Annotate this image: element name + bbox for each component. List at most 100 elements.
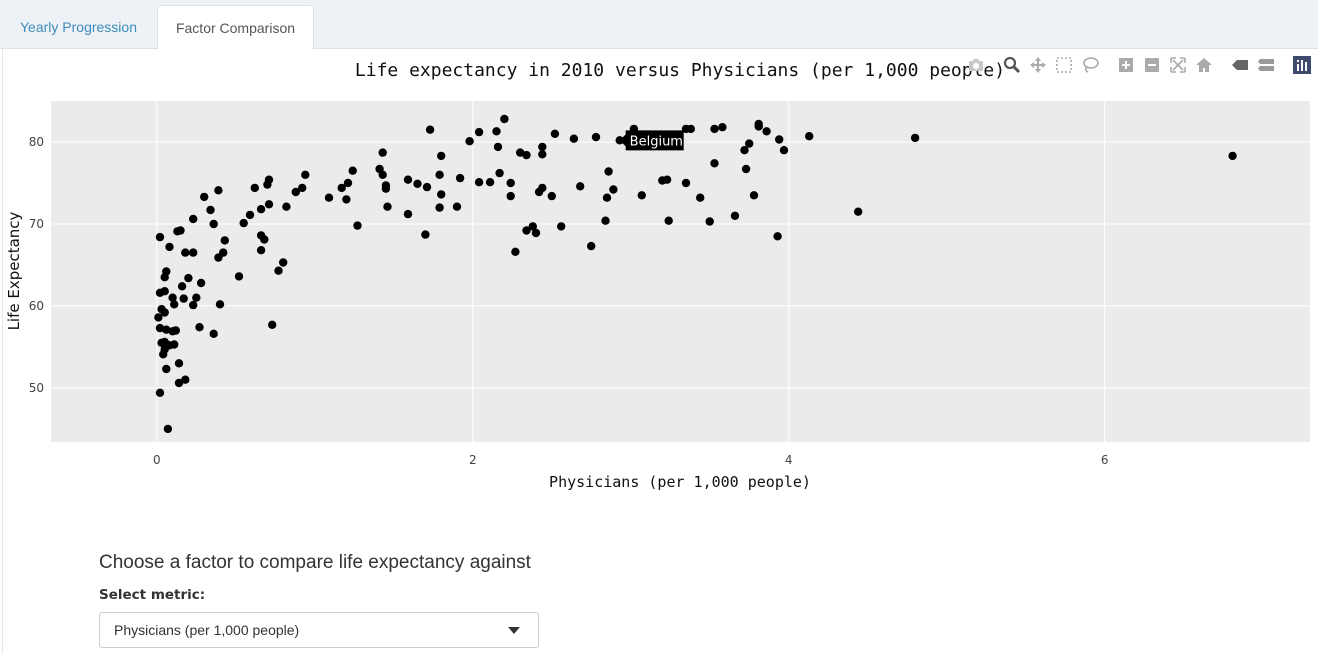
data-point[interactable] xyxy=(730,211,740,220)
data-point[interactable] xyxy=(550,129,560,138)
data-point[interactable] xyxy=(184,273,193,283)
data-point[interactable] xyxy=(160,308,169,317)
zoom-out-icon[interactable] xyxy=(1142,55,1162,75)
data-point[interactable] xyxy=(189,248,198,257)
data-point[interactable] xyxy=(474,178,484,187)
autoscale-icon[interactable] xyxy=(1168,55,1188,75)
data-point[interactable] xyxy=(500,114,509,124)
data-point[interactable] xyxy=(155,388,165,397)
data-point[interactable] xyxy=(378,170,387,179)
data-point[interactable] xyxy=(604,167,613,176)
data-point[interactable] xyxy=(637,191,646,200)
data-point[interactable] xyxy=(538,150,547,159)
data-point[interactable] xyxy=(437,190,446,199)
data-point[interactable] xyxy=(762,127,771,136)
data-point[interactable] xyxy=(215,300,225,309)
data-point[interactable] xyxy=(557,222,566,231)
data-point[interactable] xyxy=(160,287,169,296)
data-point[interactable] xyxy=(256,205,266,214)
data-point[interactable] xyxy=(189,300,198,310)
data-point[interactable] xyxy=(162,267,171,276)
data-point[interactable] xyxy=(474,127,484,137)
data-point[interactable] xyxy=(538,142,547,152)
data-point[interactable] xyxy=(696,193,705,202)
data-point[interactable] xyxy=(264,175,274,184)
data-point[interactable] xyxy=(189,214,198,224)
data-point[interactable] xyxy=(264,200,274,209)
data-point[interactable] xyxy=(465,137,474,146)
data-point[interactable] xyxy=(353,221,362,230)
data-point[interactable] xyxy=(279,258,288,267)
data-point[interactable] xyxy=(155,232,165,242)
data-point[interactable] xyxy=(165,242,174,252)
data-point[interactable] xyxy=(775,135,784,144)
data-point[interactable] xyxy=(324,193,334,202)
hover-closest-icon[interactable] xyxy=(1230,55,1250,75)
data-point[interactable] xyxy=(181,375,190,384)
tab-yearly-progression[interactable]: Yearly Progression xyxy=(20,19,137,35)
data-point[interactable] xyxy=(710,124,719,134)
tab-factor-comparison[interactable]: Factor Comparison xyxy=(157,5,314,50)
data-point[interactable] xyxy=(413,179,422,188)
data-point[interactable] xyxy=(591,132,601,142)
data-point[interactable] xyxy=(209,219,218,229)
data-point[interactable] xyxy=(485,178,495,187)
data-point[interactable] xyxy=(155,323,165,333)
camera-icon[interactable] xyxy=(966,55,986,75)
data-point[interactable] xyxy=(176,226,185,235)
data-point[interactable] xyxy=(177,282,187,291)
data-point[interactable] xyxy=(528,222,537,231)
data-point[interactable] xyxy=(522,150,531,160)
data-point[interactable] xyxy=(206,205,215,215)
data-point[interactable] xyxy=(192,293,201,302)
data-point[interactable] xyxy=(162,325,171,334)
data-point[interactable] xyxy=(522,226,531,235)
data-point[interactable] xyxy=(195,323,204,332)
data-point[interactable] xyxy=(506,178,515,188)
data-point[interactable] xyxy=(664,216,673,225)
data-point[interactable] xyxy=(493,142,503,152)
data-point[interactable] xyxy=(452,202,462,211)
data-point[interactable] xyxy=(154,313,163,322)
zoom-in-icon[interactable] xyxy=(1116,55,1136,75)
data-point[interactable] xyxy=(298,183,307,193)
data-point[interactable] xyxy=(181,248,190,257)
data-point[interactable] xyxy=(569,134,579,143)
data-point[interactable] xyxy=(754,122,763,131)
data-point[interactable] xyxy=(170,300,179,309)
data-points[interactable] xyxy=(154,114,1237,434)
data-point[interactable] xyxy=(492,127,501,136)
data-point[interactable] xyxy=(378,148,387,157)
metric-select[interactable]: Physicians (per 1,000 people) xyxy=(99,612,539,648)
data-point[interactable] xyxy=(383,202,392,211)
data-point[interactable] xyxy=(348,166,357,175)
data-point[interactable] xyxy=(779,146,789,155)
data-point[interactable] xyxy=(219,248,228,257)
data-point[interactable] xyxy=(245,210,255,220)
data-point[interactable] xyxy=(163,424,173,434)
plotly-logo-icon[interactable] xyxy=(1292,55,1312,75)
data-point[interactable] xyxy=(174,359,184,368)
data-point[interactable] xyxy=(337,183,346,193)
data-point[interactable] xyxy=(455,173,465,183)
data-point[interactable] xyxy=(435,203,444,212)
data-point[interactable] xyxy=(196,278,206,288)
data-point[interactable] xyxy=(403,209,413,219)
scatter-chart[interactable]: Life expectancy in 2010 versus Physician… xyxy=(0,49,1318,499)
data-point[interactable] xyxy=(239,218,248,228)
data-point[interactable] xyxy=(495,168,504,178)
data-point[interactable] xyxy=(200,192,209,202)
data-point[interactable] xyxy=(260,235,269,244)
data-point[interactable] xyxy=(686,124,695,134)
data-point[interactable] xyxy=(773,232,782,241)
data-point[interactable] xyxy=(171,326,180,335)
box-select-icon[interactable] xyxy=(1054,55,1074,75)
data-point[interactable] xyxy=(749,191,759,200)
data-point[interactable] xyxy=(1228,151,1237,161)
data-point[interactable] xyxy=(601,216,610,225)
data-point[interactable] xyxy=(301,170,310,179)
data-point[interactable] xyxy=(718,123,727,132)
data-point[interactable] xyxy=(250,183,259,193)
data-point[interactable] xyxy=(403,175,413,184)
data-point[interactable] xyxy=(576,182,585,191)
